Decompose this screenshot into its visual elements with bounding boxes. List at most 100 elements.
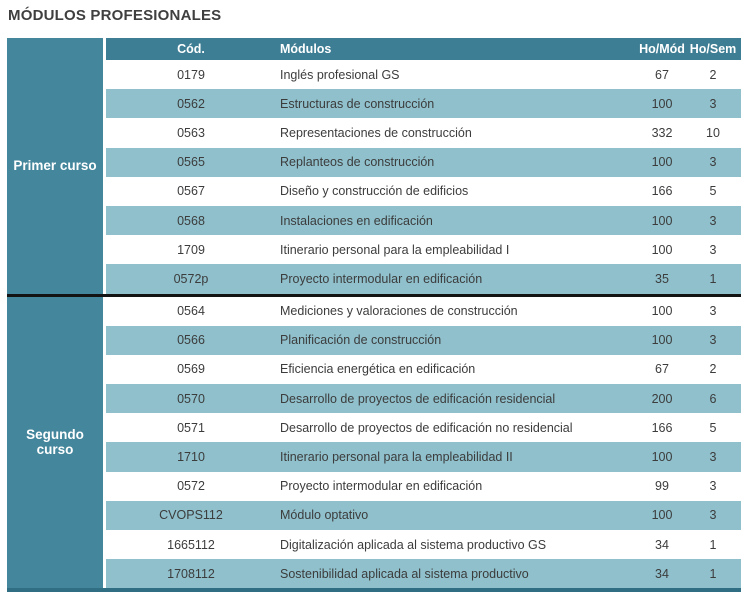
modules-table: Primer curso Cód. Módulos Ho/Mód Ho/Sem … bbox=[7, 38, 741, 593]
cell-ho-mod: 35 bbox=[655, 271, 669, 286]
rows-primer: Cód. Módulos Ho/Mód Ho/Sem 0179 Inglés pr… bbox=[106, 38, 741, 294]
cell-code: 0179 bbox=[177, 67, 205, 82]
cell-module: Replanteos de construcción bbox=[280, 155, 435, 170]
cell-ho-mod: 67 bbox=[655, 362, 669, 377]
cell-module: Desarrollo de proyectos de edificación n… bbox=[280, 420, 573, 435]
cell-ho-sem: 5 bbox=[709, 184, 717, 199]
cell-module: Inglés profesional GS bbox=[280, 67, 400, 82]
table-row: 0563 Representaciones de construcción 332 1… bbox=[106, 118, 741, 148]
cell-ho-mod: 100 bbox=[651, 508, 673, 523]
cell-module: Diseño y construcción de edificios bbox=[280, 184, 469, 199]
cell-module: Proyecto intermodular en edificación bbox=[280, 271, 483, 286]
cell-ho-mod: 67 bbox=[655, 67, 669, 82]
cell-module: Representaciones de construcción bbox=[280, 125, 472, 140]
table-row: 0572p Proyecto intermodular en edificació… bbox=[106, 264, 741, 294]
cell-code: 1710 bbox=[177, 450, 205, 465]
cell-code: 1708112 bbox=[167, 566, 215, 581]
table-row: 0568 Instalaciones en edificación 100 3 bbox=[106, 205, 741, 236]
cell-ho-sem: 3 bbox=[709, 242, 717, 257]
table-row: 0571 Desarrollo de proyectos de edificaci… bbox=[106, 413, 741, 443]
row-container-segundo: 0564 Mediciones y valoraciones de constru… bbox=[106, 296, 741, 589]
section-segundo-curso: Segundo curso 0564 Mediciones y valoracio… bbox=[7, 296, 741, 589]
cell-module: Instalaciones en edificación bbox=[280, 213, 433, 228]
course-label: Primer curso bbox=[13, 158, 97, 174]
cell-ho-sem: 3 bbox=[709, 450, 717, 465]
header-ho-sem: Ho/Sem bbox=[689, 42, 737, 56]
cell-ho-mod: 100 bbox=[651, 96, 673, 111]
row-container-primer: 0179 Inglés profesional GS 67 2 0562 Estructu… bbox=[106, 60, 741, 294]
cell-ho-sem: 3 bbox=[709, 155, 717, 170]
rows-segundo: 0564 Mediciones y valoraciones de constru… bbox=[106, 296, 741, 589]
cell-ho-sem: 3 bbox=[709, 508, 717, 523]
cell-ho-mod: 100 bbox=[651, 242, 673, 257]
table-header-row: Cód. Módulos Ho/Mód Ho/Sem bbox=[106, 38, 741, 60]
section-divider bbox=[7, 293, 741, 297]
cell-code: 0564 bbox=[177, 304, 205, 319]
cell-code: 1665112 bbox=[167, 537, 215, 552]
cell-module: Desarrollo de proyectos de edificación r… bbox=[280, 391, 556, 406]
table-row: 0569 Eficiencia energética en edificación… bbox=[106, 354, 741, 385]
table-row: 0566 Planificación de construcción 100 3 bbox=[106, 325, 741, 355]
cell-ho-sem: 3 bbox=[709, 479, 717, 494]
cell-ho-sem: 6 bbox=[709, 391, 717, 406]
table-row: 0570 Desarrollo de proyectos de edificaci… bbox=[106, 384, 741, 414]
cell-ho-sem: 10 bbox=[706, 125, 720, 140]
cell-code: 0565 bbox=[177, 155, 205, 170]
cell-code: 0571 bbox=[177, 420, 205, 435]
cell-module: Digitalización aplicada al sistema produ… bbox=[280, 537, 547, 552]
cell-ho-mod: 100 bbox=[651, 450, 673, 465]
cell-module: Proyecto intermodular en edificación bbox=[280, 479, 483, 494]
cell-ho-sem: 3 bbox=[709, 304, 717, 319]
cell-ho-sem: 2 bbox=[709, 362, 717, 377]
page-title: MÓDULOS PROFESIONALES bbox=[8, 7, 222, 24]
cell-module: Mediciones y valoraciones de construcció… bbox=[280, 304, 518, 319]
cell-module: Módulo optativo bbox=[280, 508, 369, 523]
table-row: 0179 Inglés profesional GS 67 2 bbox=[106, 60, 741, 90]
cell-ho-mod: 34 bbox=[655, 566, 669, 581]
cell-ho-mod: 100 bbox=[651, 213, 673, 228]
cell-ho-mod: 100 bbox=[651, 333, 673, 348]
cell-module: Eficiencia energética en edificación bbox=[280, 362, 476, 377]
table-row: 1708112 Sostenibilidad aplicada al sistem… bbox=[106, 559, 741, 589]
cell-module: Estructuras de construcción bbox=[280, 96, 435, 111]
course-label-cell-primer: Primer curso bbox=[7, 38, 103, 294]
cell-ho-mod: 166 bbox=[651, 184, 673, 199]
cell-code: 0563 bbox=[177, 125, 205, 140]
cell-code: 0568 bbox=[177, 213, 205, 228]
table-row: 0572 Proyecto intermodular en edificación… bbox=[106, 471, 741, 501]
cell-module: Itinerario personal para la empleabilida… bbox=[280, 450, 513, 465]
cell-code: 0572p bbox=[173, 271, 209, 286]
header-code: Cód. bbox=[177, 42, 205, 56]
cell-code: CVOPS112 bbox=[159, 508, 223, 523]
header-ho-mod: Ho/Mód bbox=[639, 42, 685, 56]
section-primer-curso: Primer curso Cód. Módulos Ho/Mód Ho/Sem … bbox=[7, 38, 741, 294]
table-row: 1709 Itinerario personal para la empleabi… bbox=[106, 235, 741, 265]
cell-ho-mod: 100 bbox=[651, 304, 673, 319]
table-row: CVOPS112 Módulo optativo 100 3 bbox=[106, 500, 741, 530]
cell-code: 0569 bbox=[177, 362, 205, 377]
cell-ho-mod: 200 bbox=[651, 391, 673, 406]
cell-ho-sem: 1 bbox=[709, 566, 717, 581]
cell-ho-sem: 1 bbox=[709, 537, 717, 552]
cell-ho-sem: 2 bbox=[709, 67, 717, 82]
cell-ho-mod: 99 bbox=[655, 479, 669, 494]
table-row: 0565 Replanteos de construcción 100 3 bbox=[106, 147, 741, 177]
table-row: 0567 Diseño y construcción de edificios 16… bbox=[106, 176, 741, 206]
cell-ho-sem: 5 bbox=[709, 420, 717, 435]
course-label: Segundo curso bbox=[26, 427, 84, 458]
cell-code: 0562 bbox=[177, 96, 205, 111]
cell-ho-mod: 100 bbox=[651, 155, 673, 170]
cell-code: 0567 bbox=[177, 184, 205, 199]
table-row: 0562 Estructuras de construcción 100 3 bbox=[106, 89, 741, 119]
cell-code: 1709 bbox=[177, 242, 205, 257]
cell-code: 0570 bbox=[177, 391, 205, 406]
cell-code: 0572 bbox=[177, 479, 205, 494]
table-row: 1710 Itinerario personal para la empleabi… bbox=[106, 442, 741, 472]
cell-code: 0566 bbox=[177, 333, 205, 348]
cell-module: Itinerario personal para la empleabilida… bbox=[280, 242, 510, 257]
cell-ho-sem: 3 bbox=[709, 96, 717, 111]
cell-ho-mod: 34 bbox=[655, 537, 669, 552]
cell-ho-sem: 3 bbox=[709, 333, 717, 348]
cell-ho-mod: 166 bbox=[651, 420, 673, 435]
